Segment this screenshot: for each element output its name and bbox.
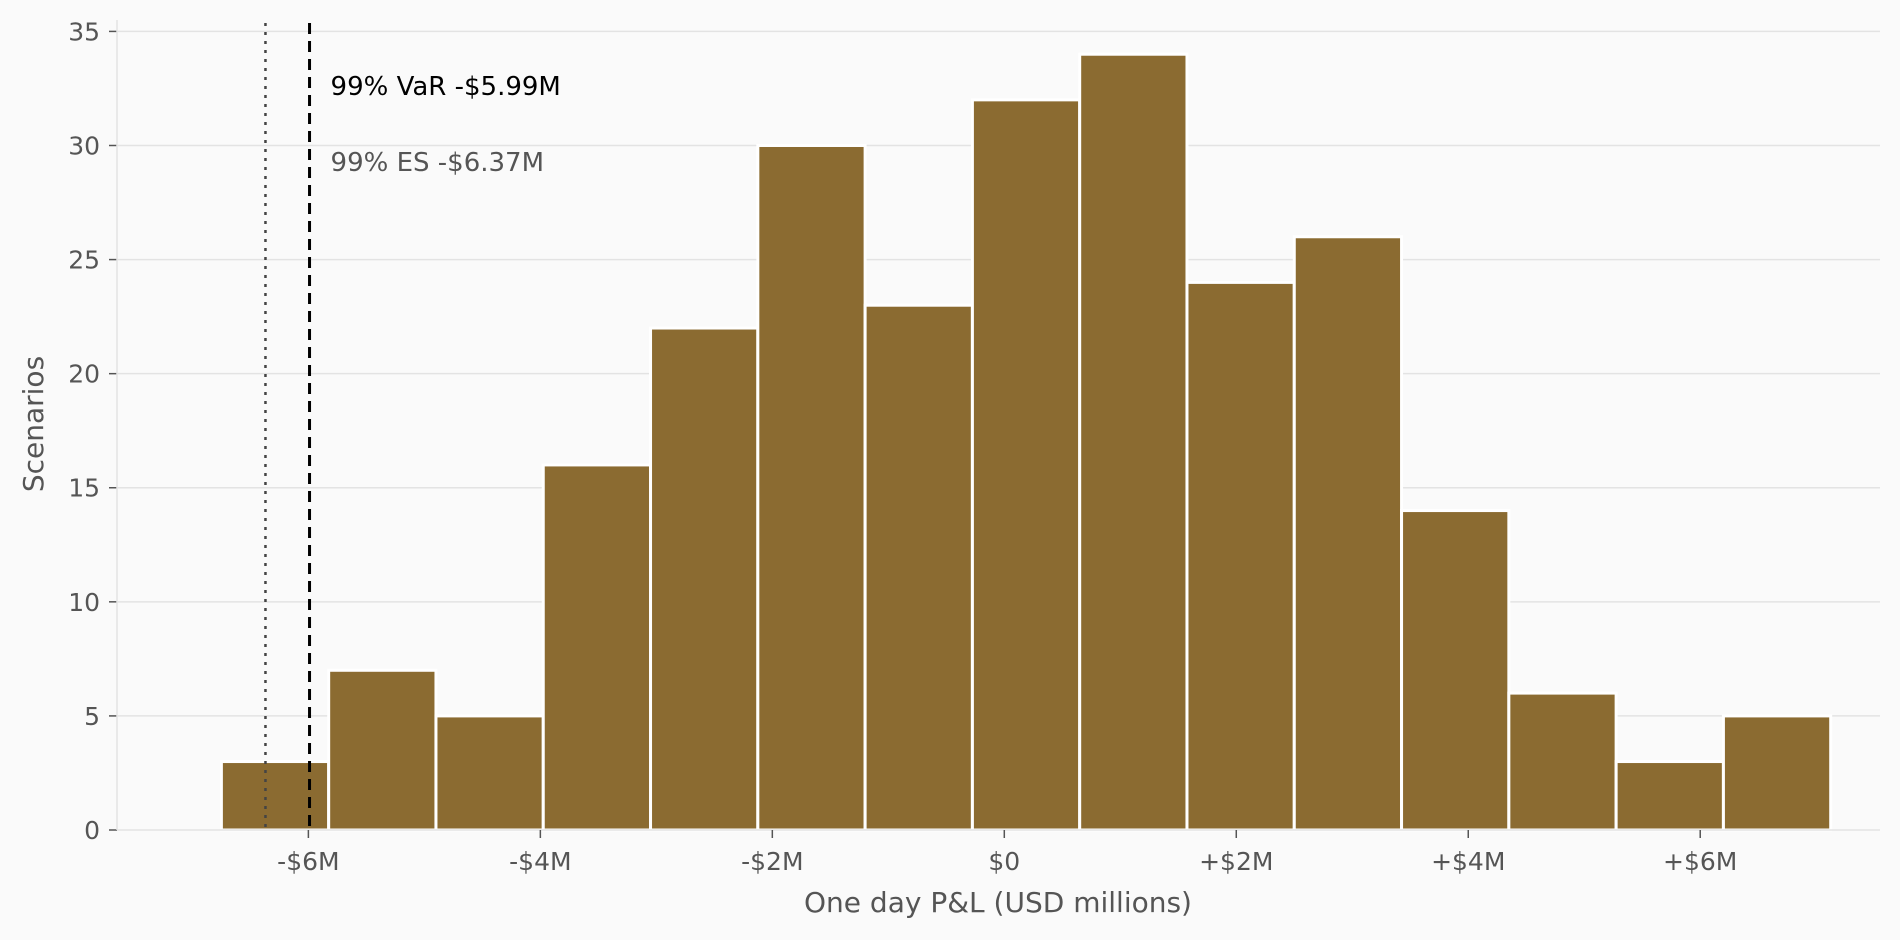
histogram-bar: [434, 714, 545, 832]
y-axis-title: Scenarios: [17, 356, 50, 492]
y-tick-label: 25: [68, 246, 100, 275]
x-tick-label: -$4M: [509, 847, 571, 876]
x-tick-label: $0: [988, 847, 1020, 876]
histogram-bar: [219, 760, 331, 832]
histogram-bar: [970, 98, 1082, 832]
histogram-bar: [1507, 691, 1618, 832]
x-tick-label: -$6M: [277, 847, 339, 876]
es-99-label: 99% ES -$6.37M: [331, 148, 545, 178]
y-tick-label: 10: [68, 588, 100, 617]
axes-layer: 0 5 10 15 20 25 30 35 -$6M -$4M -$2M $0 +$2M +$4M +$6M: [68, 17, 1880, 876]
y-tick-label: 20: [68, 360, 100, 389]
histogram-bar: [1400, 509, 1511, 832]
histogram-bar: [1614, 760, 1725, 832]
histogram-bar: [1721, 714, 1833, 832]
y-tick-label: 0: [84, 816, 100, 845]
reference-lines-layer: 99% VaR -$5.99M 99% ES -$6.37M: [264, 23, 561, 830]
histogram-bar: [1078, 52, 1189, 832]
y-tick-label: 30: [68, 131, 100, 160]
histogram-bar: [327, 668, 438, 832]
x-tick-label: +$4M: [1431, 847, 1505, 876]
histogram-bar: [541, 463, 653, 832]
histogram-bar: [1185, 280, 1296, 832]
bars-layer: [219, 52, 1833, 832]
var-99-label: 99% VaR -$5.99M: [331, 72, 561, 102]
y-tick-label: 35: [68, 17, 100, 46]
x-axis-title: One day P&L (USD millions): [804, 886, 1192, 919]
x-tick-label: +$2M: [1199, 847, 1273, 876]
y-tick-label: 5: [84, 702, 100, 731]
histogram-bar: [1292, 235, 1404, 832]
histogram-bar: [863, 303, 974, 832]
x-tick-label: +$6M: [1663, 847, 1737, 876]
histogram-bar: [756, 143, 867, 832]
x-tick-label: -$2M: [741, 847, 803, 876]
histogram-bar: [649, 326, 760, 832]
y-tick-label: 15: [68, 474, 100, 503]
